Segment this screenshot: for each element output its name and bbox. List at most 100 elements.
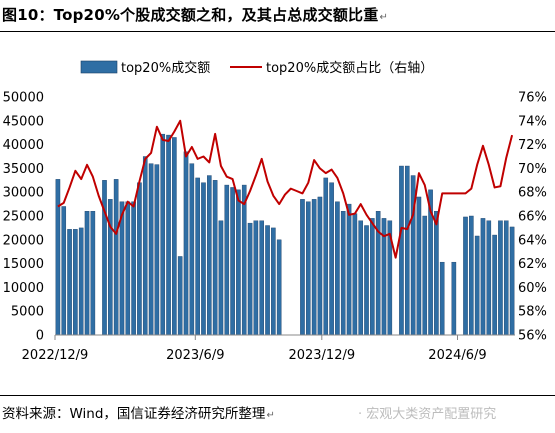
bar — [434, 211, 439, 336]
y-left-tick-label: 10000 — [3, 281, 44, 296]
bar — [416, 196, 422, 336]
bar — [492, 234, 497, 336]
bar — [463, 216, 468, 336]
bar — [509, 226, 515, 336]
bar — [346, 203, 352, 336]
y-right-tick-label: 64% — [518, 233, 547, 248]
chart: top20%成交额 top20%成交额占比（右轴） 0 5000 10000 1500… — [3, 60, 547, 363]
y-left-tick-label: 25000 — [3, 210, 44, 225]
bar — [113, 179, 119, 336]
bar — [265, 225, 270, 336]
legend: top20%成交额 top20%成交额占比（右轴） — [80, 60, 433, 76]
bar — [276, 239, 282, 336]
bar — [259, 220, 264, 336]
x-tick-label: 2023/6/9 — [166, 348, 224, 363]
bar — [189, 163, 195, 336]
bar — [498, 220, 503, 336]
y-right-tick-label: 56% — [518, 329, 547, 344]
bar — [166, 134, 171, 336]
bar — [451, 261, 457, 336]
bar — [469, 215, 474, 336]
bar — [474, 235, 480, 336]
bar — [201, 182, 206, 336]
bar — [399, 165, 404, 336]
bar — [236, 189, 241, 336]
bar — [241, 184, 247, 336]
y-right-tick-label: 66% — [518, 210, 547, 225]
bar — [125, 201, 131, 336]
y-left-tick-label: 50000 — [3, 91, 44, 106]
bar — [218, 220, 224, 336]
top-rule — [0, 31, 555, 32]
bar — [317, 196, 323, 336]
bar — [183, 151, 189, 336]
bar — [480, 218, 486, 336]
bar — [230, 187, 235, 336]
bar — [67, 229, 72, 336]
bar — [422, 215, 428, 336]
bar — [329, 182, 334, 336]
y-left-tick-label: 45000 — [3, 114, 44, 129]
y-right-tick-label: 60% — [518, 281, 547, 296]
bar — [212, 180, 218, 336]
bar — [364, 225, 369, 336]
bar — [271, 227, 276, 336]
bar — [352, 213, 358, 336]
bar — [486, 220, 492, 336]
y-right-tick-label: 72% — [518, 138, 547, 153]
bar — [78, 227, 84, 336]
y-left-tick-label: 30000 — [3, 186, 44, 201]
y-right-tick-label: 74% — [518, 114, 547, 129]
bar — [305, 201, 311, 336]
bar — [131, 201, 136, 336]
bar — [61, 206, 67, 336]
legend-line-label: top20%成交额占比（右轴） — [266, 60, 433, 76]
bar — [253, 220, 259, 336]
x-tick-label: 2023/12/9 — [288, 348, 355, 363]
bar — [90, 211, 96, 336]
y-left-tick-label: 40000 — [3, 138, 44, 153]
y-left-tick-label: 20000 — [3, 233, 44, 248]
bar — [439, 261, 445, 336]
bar — [358, 220, 363, 336]
bar — [55, 179, 61, 336]
bar — [172, 137, 177, 336]
y-right-tick-label: 58% — [518, 305, 547, 320]
legend-bar-label: top20%成交额 — [121, 60, 210, 76]
bar — [160, 133, 166, 336]
bar — [370, 218, 375, 336]
bar — [137, 182, 142, 336]
watermark: · 宏观大类资产配置研究 — [358, 407, 497, 422]
bar — [177, 256, 183, 336]
bar — [311, 199, 317, 336]
bar — [335, 201, 340, 336]
x-tick-label: 2022/12/9 — [22, 348, 89, 363]
x-tick-label: 2024/6/9 — [428, 348, 486, 363]
bar — [340, 211, 346, 336]
bar — [84, 211, 90, 336]
bar — [247, 222, 253, 336]
y-right-tick-label: 62% — [518, 257, 547, 272]
y-right-tick-label: 70% — [518, 162, 547, 177]
bar — [73, 229, 78, 336]
y-left-tick-label: 5000 — [11, 305, 44, 320]
figure-title: 图10：Top20%个股成交额之和，及其占总成交额比重↵ — [2, 6, 389, 24]
legend-bar-swatch — [80, 60, 118, 74]
bar — [108, 199, 113, 336]
y-right-tick-label: 68% — [518, 186, 547, 201]
y-left-tick-label: 15000 — [3, 257, 44, 272]
y-right-tick-label: 76% — [518, 91, 547, 106]
bar — [224, 184, 230, 336]
bar — [102, 180, 107, 336]
bar — [148, 163, 154, 336]
share-line — [57, 119, 514, 259]
y-left-tick-label: 35000 — [3, 162, 44, 177]
bar — [195, 177, 200, 336]
bar — [404, 165, 410, 336]
bar — [154, 164, 160, 336]
bar — [503, 220, 509, 336]
source-note: 资料来源：Wind，国信证券经济研究所整理↵ — [2, 406, 275, 422]
bottom-rule — [0, 395, 555, 396]
y-left-tick-label: 0 — [36, 329, 44, 344]
bar — [323, 177, 329, 336]
